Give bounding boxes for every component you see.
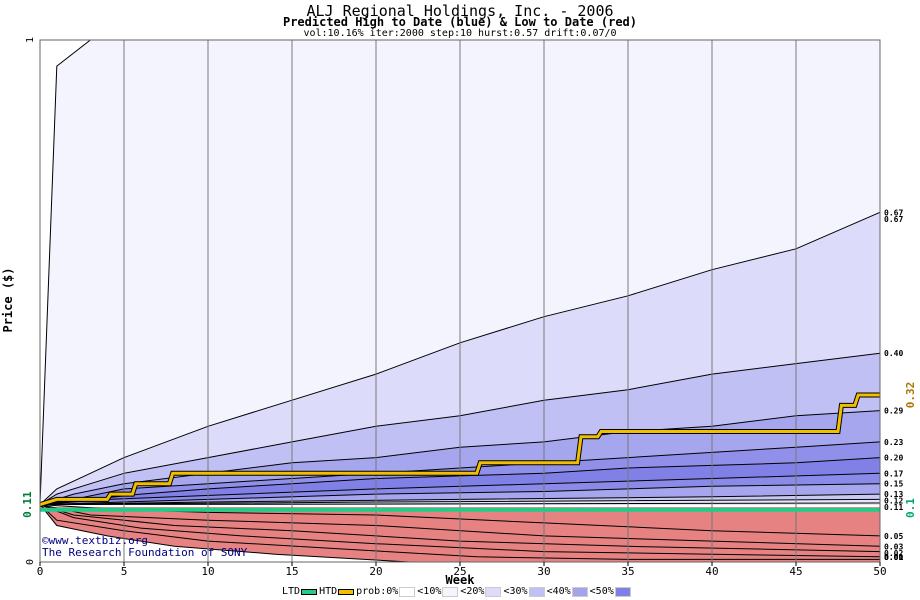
legend-line-swatch <box>338 588 355 595</box>
y-tick-label: 0 <box>25 559 36 565</box>
watermark-url: ©www.textbiz.org <box>42 534 148 547</box>
chart-legend: LTD HTD prob:0% <10% <20% <30% <40% <50% <box>282 586 633 598</box>
legend-label: LTD <box>282 586 301 597</box>
chart-subtitle: Predicted High to Date (blue) & Low to D… <box>282 15 637 29</box>
legend-label: <50% <box>589 586 614 597</box>
y-tick-label: 1 <box>25 37 36 43</box>
x-tick-label: 5 <box>121 565 128 578</box>
band-end-label: 0.01 <box>884 553 903 562</box>
band-end-label: 0.17 <box>884 469 903 478</box>
x-tick-label: 45 <box>789 565 802 578</box>
x-tick-label: 0 <box>37 565 44 578</box>
band-end-label: 0.67 <box>884 215 903 224</box>
band-end-label: 0.67 <box>884 208 903 217</box>
low-band-line <box>39 504 881 558</box>
band-end-label: 0.00 <box>884 553 903 562</box>
low-band-line <box>39 504 880 560</box>
legend-color-swatch <box>528 586 545 597</box>
band-end-label: 0.13 <box>884 490 903 499</box>
x-axis-label: Week <box>446 573 476 587</box>
band-end-label: 0.20 <box>884 454 903 463</box>
band-end-label: 0.23 <box>884 438 903 447</box>
legend-label: <20% <box>460 586 485 597</box>
band-end-label: 0.40 <box>884 349 903 358</box>
legend-label: prob:0% <box>356 586 399 597</box>
band-end-label: 0.02 <box>884 549 903 558</box>
y-axis-label: Price ($) <box>1 267 15 332</box>
x-tick-label: 25 <box>453 565 466 578</box>
htd-line <box>39 393 880 507</box>
legend-label: <40% <box>546 586 571 597</box>
chart-title: ALJ Regional Holdings, Inc. - 2006 <box>306 2 614 20</box>
chart-params: vol:10.16% iter:2000 step:10 hurst:0.57 … <box>303 28 617 39</box>
high-band-line <box>39 410 881 506</box>
legend-line-swatch <box>301 588 318 595</box>
high-band-line <box>39 472 881 506</box>
band-end-label: 0.12 <box>884 497 903 506</box>
watermark-org: The Research Foundation of SONY <box>42 546 248 559</box>
x-tick-label: 15 <box>285 565 298 578</box>
x-tick-label: 35 <box>621 565 634 578</box>
legend-label: HTD <box>319 586 338 597</box>
x-tick-label: 50 <box>873 565 886 578</box>
high-band-line <box>39 441 881 506</box>
start-price-label: 0.11 <box>21 491 34 518</box>
legend-color-swatch <box>614 586 631 597</box>
x-tick-label: 40 <box>705 565 718 578</box>
band-end-label: 0.29 <box>884 407 903 416</box>
htd-end-value: 0.32 <box>904 382 917 409</box>
x-tick-label: 20 <box>369 565 382 578</box>
band-end-label: 0.15 <box>884 480 903 489</box>
x-tick-label: 30 <box>537 565 550 578</box>
legend-color-swatch <box>399 586 416 597</box>
band-end-label: 0.05 <box>884 532 903 541</box>
band-end-label: 0.01 <box>884 553 903 562</box>
legend-label: <30% <box>503 586 528 597</box>
band-end-label: 0.11 <box>884 503 903 512</box>
x-tick-label: 10 <box>201 565 214 578</box>
band-end-label: 0.03 <box>884 542 903 551</box>
legend-color-swatch <box>442 586 459 597</box>
legend-label: <10% <box>417 586 442 597</box>
ltd-end-value: 0.1 <box>904 498 917 518</box>
legend-color-swatch <box>485 586 502 597</box>
legend-color-swatch <box>571 586 588 597</box>
